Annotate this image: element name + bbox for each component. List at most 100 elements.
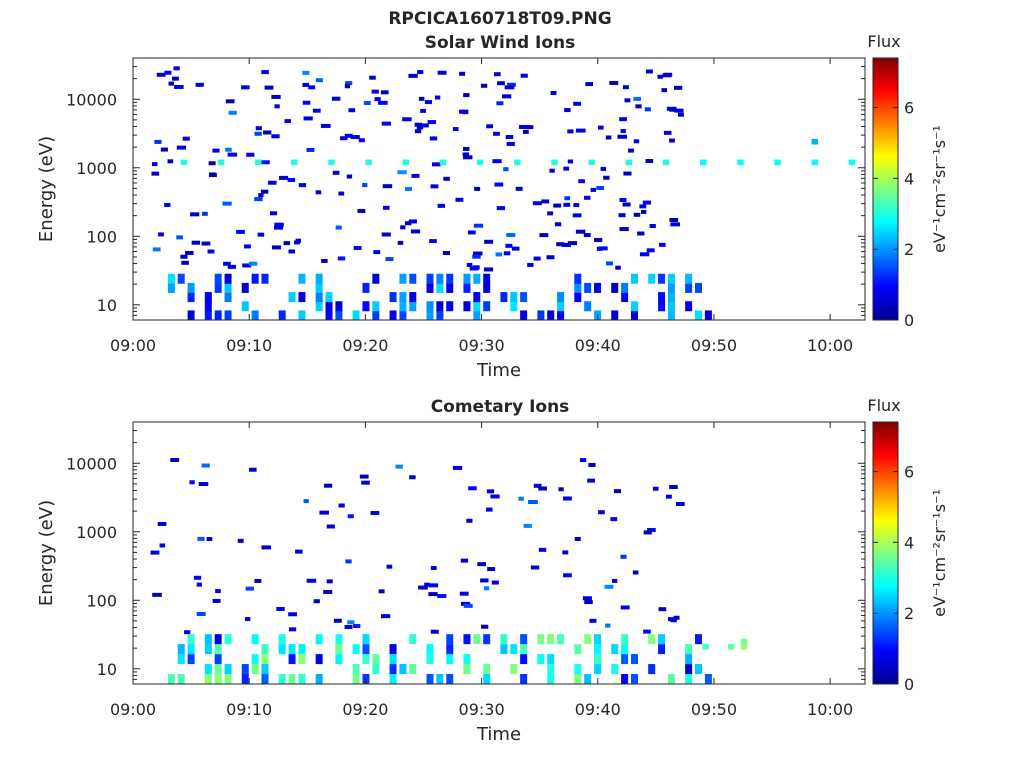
- heatmap-cell: [352, 664, 360, 675]
- heatmap-cell: [378, 100, 388, 105]
- heatmap-cell: [159, 543, 166, 548]
- heatmap-cell: [426, 310, 434, 321]
- heatmap-cell: [590, 187, 597, 192]
- heatmap-cell: [258, 193, 264, 198]
- heatmap-cell: [436, 310, 444, 321]
- heatmap-cell: [473, 310, 481, 321]
- heatmap-cell: [439, 159, 447, 166]
- heatmap-cell: [372, 664, 380, 675]
- heatmap-cell: [217, 159, 225, 166]
- heatmap-cell: [632, 570, 639, 575]
- heatmap-cell: [727, 643, 735, 650]
- heatmap-cell: [473, 273, 481, 284]
- heatmap-cell: [255, 159, 262, 166]
- heatmap-cell: [269, 211, 278, 216]
- heatmap-cell: [385, 257, 394, 262]
- heatmap-cell: [174, 84, 184, 89]
- heatmap-cell: [483, 301, 491, 312]
- y-tick-label: 1000: [76, 159, 117, 178]
- heatmap-cell: [171, 76, 179, 81]
- heatmap-cell: [530, 565, 540, 570]
- heatmap-cell: [549, 168, 555, 173]
- heatmap-cell: [315, 273, 323, 284]
- colorbar-scale: [872, 57, 899, 321]
- heatmap-cell: [414, 129, 422, 134]
- heatmap-cell: [648, 664, 656, 675]
- heatmap-cell: [648, 273, 656, 284]
- heatmap-cell: [214, 644, 222, 655]
- heatmap-cell: [685, 664, 693, 675]
- heatmap-cell: [251, 273, 259, 284]
- x-tick-label: 09:40: [575, 700, 621, 719]
- heatmap-cell: [319, 510, 329, 515]
- heatmap-cell: [564, 108, 571, 113]
- heatmap-cell: [365, 159, 372, 166]
- heatmap-cell: [473, 301, 481, 312]
- heatmap-cell: [167, 674, 175, 685]
- heatmap-cell: [515, 186, 523, 191]
- heatmap-cell: [325, 301, 333, 312]
- heatmap-cell: [611, 310, 619, 321]
- heatmap-cell: [428, 592, 438, 597]
- heatmap-cell: [228, 110, 237, 115]
- heatmap-cell: [397, 240, 404, 245]
- heatmap-cell: [584, 674, 592, 685]
- heatmap-cell: [574, 536, 581, 541]
- heatmap-cell: [561, 242, 571, 247]
- heatmap-cell: [443, 176, 450, 181]
- heatmap-cell: [167, 159, 174, 164]
- y-tick-label: 10000: [66, 454, 117, 473]
- heatmap-cell: [207, 249, 215, 254]
- heatmap-cell: [510, 301, 518, 312]
- heatmap-cell: [504, 85, 515, 90]
- heatmap-cell: [462, 110, 469, 115]
- heatmap-cell: [224, 292, 232, 303]
- heatmap-cell: [446, 674, 454, 685]
- plot-frame: [132, 421, 866, 685]
- heatmap-cell: [251, 654, 259, 665]
- heatmap-cell: [514, 159, 521, 166]
- heatmap-cell: [594, 644, 602, 655]
- heatmap-cell: [579, 458, 587, 463]
- heatmap-cell: [472, 254, 481, 259]
- heatmap-cell: [446, 644, 454, 655]
- heatmap-cell: [505, 135, 514, 140]
- heatmap-cell: [633, 139, 640, 144]
- heatmap-cell: [347, 514, 354, 519]
- heatmap-cell: [381, 121, 391, 126]
- heatmap-cell: [225, 147, 232, 152]
- heatmap-cell: [674, 108, 684, 113]
- heatmap-cell: [642, 200, 651, 205]
- heatmap-cell: [160, 147, 168, 152]
- colorbar-tick-label: 2: [904, 240, 914, 259]
- heatmap-cell: [584, 282, 592, 293]
- heatmap-cell: [372, 273, 380, 284]
- heatmap-cell: [241, 282, 249, 293]
- heatmap-cell: [288, 627, 297, 632]
- heatmap-cell: [563, 573, 572, 578]
- colorbar-unit-label: eV⁻¹cm⁻²sr⁻¹s⁻¹: [930, 125, 949, 253]
- heatmap-cell: [704, 674, 712, 685]
- heatmap-cell: [335, 301, 343, 312]
- heatmap-cell: [594, 237, 603, 242]
- heatmap-cell: [204, 301, 212, 312]
- heatmap-cell: [562, 496, 572, 501]
- heatmap-cell: [658, 292, 666, 303]
- heatmap-cell: [630, 273, 638, 284]
- heatmap-cell: [189, 480, 195, 485]
- heatmap-cell: [372, 301, 380, 312]
- heatmap-cell: [493, 131, 500, 136]
- heatmap-cell: [362, 644, 370, 655]
- heatmap-cell: [527, 262, 534, 267]
- heatmap-cell: [573, 203, 580, 208]
- colorbar: Flux 0 2 4 6 eV⁻¹cm⁻²sr⁻¹s⁻¹: [867, 32, 949, 330]
- heatmap-cell: [603, 175, 610, 180]
- heatmap-cell: [604, 584, 614, 589]
- heatmap-cell: [224, 273, 232, 284]
- heatmap-cell: [578, 179, 585, 184]
- heatmap-cell: [436, 301, 444, 312]
- heatmap-cell: [605, 135, 612, 140]
- heatmap-cell: [553, 203, 562, 208]
- heatmap-cell: [563, 166, 570, 171]
- heatmap-cell: [242, 263, 252, 268]
